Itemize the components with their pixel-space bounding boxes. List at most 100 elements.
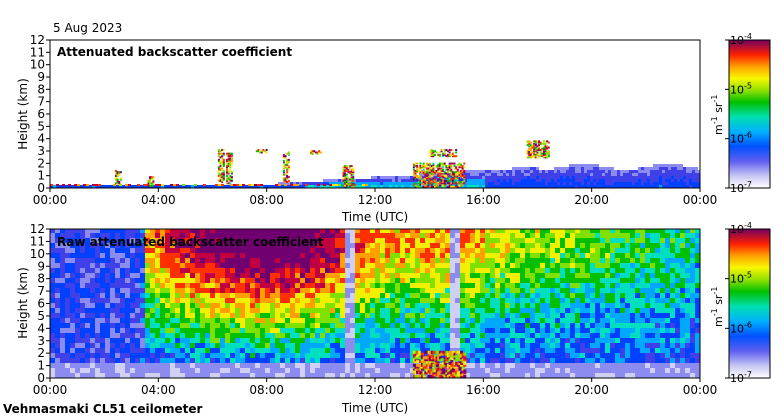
heat-cell bbox=[75, 298, 80, 303]
heat-cell bbox=[580, 313, 585, 318]
heat-cell bbox=[115, 283, 120, 288]
heat-cell bbox=[555, 298, 560, 303]
heat-cell bbox=[605, 170, 608, 173]
heat-cell bbox=[450, 169, 453, 172]
heat-cell bbox=[400, 238, 405, 243]
heat-cell bbox=[395, 328, 400, 333]
heat-cell bbox=[190, 288, 195, 293]
heat-cell bbox=[290, 229, 295, 233]
heat-cell bbox=[405, 343, 410, 348]
heat-cell bbox=[359, 179, 362, 182]
heat-cell bbox=[170, 373, 175, 378]
y-tick-label: 11 bbox=[30, 45, 45, 59]
heat-cell bbox=[350, 243, 355, 248]
heat-cell bbox=[415, 308, 420, 313]
heat-cell bbox=[70, 258, 75, 263]
heat-cell bbox=[170, 233, 175, 238]
heat-cell bbox=[614, 170, 617, 173]
heat-cell bbox=[590, 167, 593, 170]
heat-cell bbox=[120, 273, 125, 278]
heat-cell bbox=[447, 155, 450, 158]
heat-cell bbox=[254, 185, 257, 188]
heat-cell bbox=[432, 173, 435, 176]
heat-cell bbox=[456, 178, 459, 181]
heat-cell bbox=[85, 358, 90, 363]
heat-cell bbox=[305, 273, 310, 278]
heat-cell bbox=[350, 253, 355, 258]
heat-cell bbox=[227, 163, 230, 166]
heat-cell bbox=[551, 173, 554, 176]
heat-cell bbox=[255, 303, 260, 308]
heat-cell bbox=[557, 170, 560, 173]
heat-cell bbox=[430, 152, 433, 155]
heat-cell bbox=[185, 298, 190, 303]
heat-cell bbox=[422, 169, 425, 172]
heat-cell bbox=[572, 167, 575, 170]
heat-cell bbox=[230, 162, 233, 165]
heat-cell bbox=[325, 288, 330, 293]
heat-cell bbox=[205, 253, 210, 258]
heat-cell bbox=[74, 184, 77, 186]
heat-cell bbox=[260, 303, 265, 308]
heat-cell bbox=[605, 182, 608, 185]
heat-cell bbox=[176, 184, 179, 186]
heat-cell bbox=[453, 165, 456, 168]
heat-cell bbox=[485, 233, 490, 238]
heat-cell bbox=[585, 288, 590, 293]
heat-cell bbox=[175, 358, 180, 363]
heat-cell bbox=[395, 348, 400, 353]
heat-cell bbox=[185, 273, 190, 278]
heat-cell bbox=[405, 258, 410, 263]
heat-cell bbox=[222, 172, 225, 175]
heat-cell bbox=[410, 182, 413, 185]
heat-cell bbox=[545, 179, 548, 182]
heat-cell bbox=[480, 248, 485, 253]
heat-cell bbox=[200, 263, 205, 268]
heat-cell bbox=[250, 323, 255, 328]
heat-cell bbox=[575, 288, 580, 293]
heat-cell bbox=[445, 172, 448, 175]
heat-cell bbox=[560, 283, 565, 288]
heat-cell bbox=[659, 176, 662, 179]
heat-cell bbox=[125, 303, 130, 308]
heat-cell bbox=[355, 288, 360, 293]
heat-cell bbox=[147, 179, 150, 182]
heat-cell bbox=[345, 273, 350, 278]
heat-cell bbox=[329, 179, 332, 182]
heat-cell bbox=[580, 293, 585, 298]
heat-cell bbox=[280, 328, 285, 333]
heat-cell bbox=[90, 363, 95, 368]
heat-cell bbox=[400, 229, 405, 233]
heat-cell bbox=[495, 233, 500, 238]
heat-cell bbox=[475, 248, 480, 253]
heat-cell bbox=[215, 288, 220, 293]
heat-cell bbox=[420, 283, 425, 288]
heat-cell bbox=[226, 153, 229, 156]
heat-cell bbox=[205, 373, 210, 378]
heat-cell bbox=[315, 308, 320, 313]
heat-cell bbox=[160, 333, 165, 338]
heat-cell bbox=[265, 151, 268, 154]
heat-cell bbox=[165, 278, 170, 283]
heat-cell bbox=[458, 183, 461, 186]
heat-cell bbox=[335, 293, 340, 298]
heat-cell bbox=[92, 185, 95, 188]
heat-cell bbox=[432, 171, 435, 174]
heat-cell bbox=[587, 179, 590, 182]
heat-cell bbox=[170, 323, 175, 328]
heat-cell bbox=[580, 363, 585, 368]
heat-cell bbox=[395, 283, 400, 288]
heat-cell bbox=[335, 258, 340, 263]
heat-cell bbox=[275, 318, 280, 323]
heat-cell bbox=[692, 182, 695, 185]
heat-cell bbox=[529, 156, 532, 159]
heat-cell bbox=[443, 183, 446, 186]
heat-cell bbox=[482, 179, 485, 182]
heat-cell bbox=[460, 174, 463, 177]
heat-cell bbox=[340, 248, 345, 253]
heat-cell bbox=[60, 333, 65, 338]
heat-cell bbox=[115, 248, 120, 253]
heat-cell bbox=[520, 338, 525, 343]
heat-cell bbox=[105, 313, 110, 318]
